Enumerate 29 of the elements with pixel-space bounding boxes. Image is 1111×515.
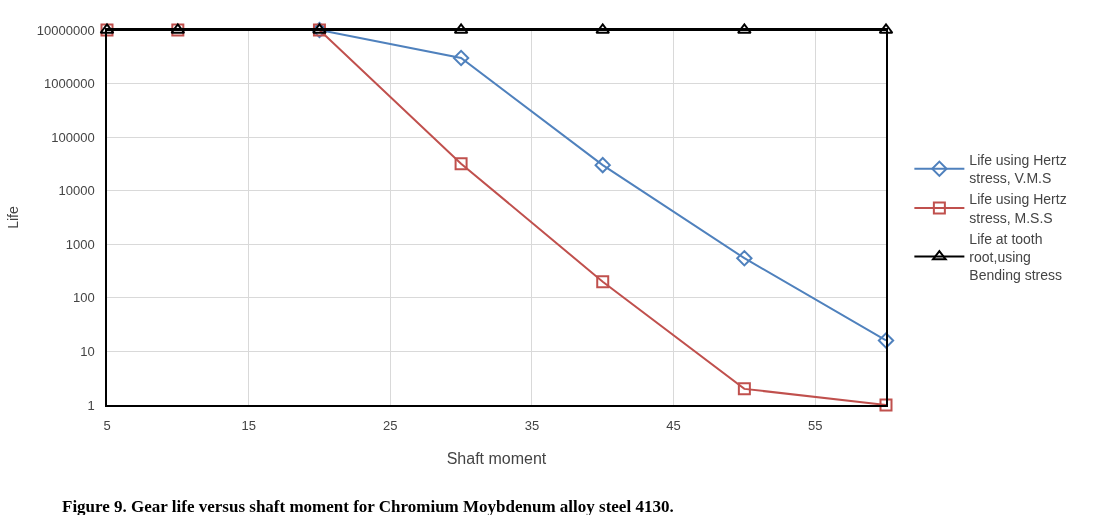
point xyxy=(877,332,895,349)
y-axis-title: Life xyxy=(4,206,21,229)
point xyxy=(736,250,753,267)
y-tick-label: 100000 xyxy=(51,129,95,145)
legend-label: Life using Hertz stress, V.M.S xyxy=(969,152,1067,187)
point xyxy=(454,157,468,171)
y-tick-label: 1000 xyxy=(65,236,95,252)
y-tick-label: 100 xyxy=(72,290,95,306)
x-tick-label: 5 xyxy=(103,418,111,434)
x-tick-label: 45 xyxy=(666,418,681,434)
point xyxy=(452,49,470,67)
point xyxy=(594,157,611,174)
y-tick-label: 1000000 xyxy=(44,76,95,92)
y-tick-label: 1 xyxy=(87,397,95,413)
x-tick-label: 35 xyxy=(524,418,540,434)
point xyxy=(737,382,751,396)
x-tick-label: 55 xyxy=(807,418,823,434)
point xyxy=(596,275,610,289)
legend-label: Life using Hertz stress, M.S.S xyxy=(969,191,1067,226)
point xyxy=(879,398,893,412)
point xyxy=(737,23,752,34)
y-tick-label: 10 xyxy=(80,343,95,359)
x-tick-label: 25 xyxy=(383,418,398,434)
caption: Figure 9. Gear life versus shaft moment for Chromium Moybdenum alloy steel 4130. xyxy=(62,497,674,515)
legend-label: Life at tooth root,using Bending stress xyxy=(969,230,1062,284)
x-tick-label: 15 xyxy=(241,418,256,434)
y-tick-label: 10000000 xyxy=(36,22,95,38)
x-axis-title: Shaft moment xyxy=(446,449,547,467)
y-tick-label: 10000 xyxy=(58,183,95,199)
